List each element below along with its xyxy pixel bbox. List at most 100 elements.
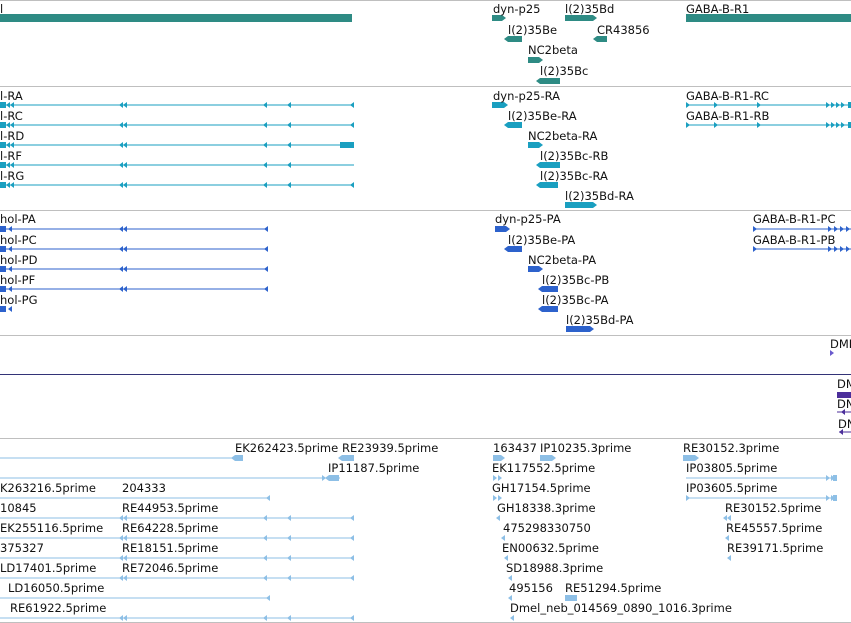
exon-box[interactable] (540, 162, 560, 168)
feature-label[interactable]: l(2)35Bd-RA (565, 189, 634, 203)
feature-label[interactable]: dyn-p25-PA (495, 212, 561, 226)
feature-label[interactable]: DN (838, 417, 851, 431)
strand-arrow[interactable] (593, 202, 597, 208)
feature-label[interactable]: l(2)35Bc (540, 64, 589, 78)
exon-box[interactable] (508, 122, 522, 128)
strand-arrow[interactable] (6, 122, 10, 128)
feature-label[interactable]: IP11187.5prime (328, 461, 420, 475)
strand-arrow[interactable] (757, 122, 761, 128)
exon-box[interactable] (540, 78, 560, 84)
strand-arrow[interactable] (826, 495, 830, 501)
exon-box[interactable] (683, 455, 695, 461)
exon-box[interactable] (0, 162, 6, 168)
strand-arrow[interactable] (498, 495, 502, 501)
feature-label[interactable]: l (0, 2, 4, 16)
exon-box[interactable] (0, 102, 6, 108)
strand-arrow[interactable] (325, 475, 329, 481)
strand-arrow[interactable] (536, 162, 540, 168)
strand-arrow[interactable] (8, 226, 12, 232)
strand-arrow[interactable] (504, 555, 508, 561)
exon-box[interactable] (0, 14, 352, 22)
feature-label[interactable]: 10845 (0, 501, 37, 515)
feature-label[interactable]: l(2)35Be-RA (508, 109, 577, 123)
feature-label[interactable]: EK255116.5prime (0, 521, 104, 535)
strand-arrow[interactable] (123, 246, 127, 252)
strand-arrow[interactable] (538, 306, 542, 312)
strand-arrow[interactable] (119, 286, 123, 292)
strand-arrow[interactable] (496, 515, 500, 521)
exon-box[interactable] (848, 122, 851, 128)
strand-arrow[interactable] (539, 142, 543, 148)
feature-label[interactable]: GABA-B-R1-RC (686, 89, 769, 103)
strand-arrow[interactable] (123, 266, 127, 272)
strand-arrow[interactable] (119, 102, 123, 108)
strand-arrow[interactable] (727, 515, 731, 521)
strand-arrow[interactable] (264, 226, 268, 232)
feature-label[interactable]: NC2beta-RA (528, 129, 598, 143)
exon-box[interactable] (565, 202, 593, 208)
exon-box[interactable] (837, 392, 851, 398)
strand-arrow[interactable] (119, 142, 123, 148)
exon-box[interactable] (235, 455, 243, 461)
strand-arrow[interactable] (287, 615, 291, 621)
strand-arrow[interactable] (123, 615, 127, 621)
exon-box[interactable] (848, 102, 851, 108)
strand-arrow[interactable] (263, 122, 267, 128)
feature-label[interactable]: 475298330750 (503, 521, 591, 535)
feature-label[interactable]: RE44953.5prime (122, 501, 219, 515)
exon-box[interactable] (0, 246, 6, 252)
feature-label[interactable]: dyn-p25-RA (493, 89, 561, 103)
strand-arrow[interactable] (119, 555, 123, 561)
strand-arrow[interactable] (231, 455, 235, 461)
strand-arrow[interactable] (266, 495, 270, 501)
strand-arrow[interactable] (539, 266, 543, 272)
strand-arrow[interactable] (263, 575, 267, 581)
strand-arrow[interactable] (536, 182, 540, 188)
exon-box[interactable] (492, 15, 502, 21)
strand-arrow[interactable] (725, 535, 729, 541)
feature-label[interactable]: LD17401.5prime (0, 561, 97, 575)
feature-label[interactable]: l(2)35Bd (565, 2, 615, 16)
strand-arrow[interactable] (826, 475, 830, 481)
strand-arrow[interactable] (846, 246, 850, 252)
feature-label[interactable]: GABA-B-R1-PC (753, 212, 836, 226)
feature-label[interactable]: RE30152.5prime (725, 501, 822, 515)
strand-arrow[interactable] (506, 226, 510, 232)
strand-arrow[interactable] (123, 102, 127, 108)
feature-label[interactable]: l(2)35Bc-RA (540, 169, 608, 183)
strand-arrow[interactable] (123, 535, 127, 541)
strand-arrow[interactable] (350, 122, 354, 128)
strand-arrow[interactable] (504, 122, 508, 128)
strand-arrow[interactable] (350, 102, 354, 108)
feature-label[interactable]: 375327 (0, 541, 44, 555)
strand-arrow[interactable] (350, 515, 354, 521)
strand-arrow[interactable] (287, 162, 291, 168)
strand-arrow[interactable] (350, 555, 354, 561)
strand-arrow[interactable] (263, 555, 267, 561)
strand-arrow[interactable] (350, 575, 354, 581)
strand-arrow[interactable] (119, 162, 123, 168)
exon-box[interactable] (528, 266, 539, 272)
strand-arrow[interactable] (504, 246, 508, 252)
strand-arrow[interactable] (841, 409, 845, 415)
exon-box[interactable] (0, 266, 6, 272)
strand-arrow[interactable] (123, 515, 127, 521)
feature-label[interactable]: l(2)35Bc-RB (540, 149, 609, 163)
strand-arrow[interactable] (119, 615, 123, 621)
strand-arrow[interactable] (727, 555, 731, 561)
strand-arrow[interactable] (264, 286, 268, 292)
strand-arrow[interactable] (119, 122, 123, 128)
strand-arrow[interactable] (8, 246, 12, 252)
strand-arrow[interactable] (350, 535, 354, 541)
exon-box[interactable] (597, 36, 607, 42)
strand-arrow[interactable] (757, 102, 761, 108)
strand-arrow[interactable] (119, 182, 123, 188)
feature-label[interactable]: LD16050.5prime (8, 581, 105, 595)
strand-arrow[interactable] (6, 182, 10, 188)
feature-label[interactable]: RE72046.5prime (122, 561, 219, 575)
feature-label[interactable]: l-RG (0, 169, 25, 183)
exon-box[interactable] (508, 36, 522, 42)
exon-box[interactable] (528, 57, 539, 63)
strand-arrow[interactable] (686, 495, 690, 501)
feature-label[interactable]: l(2)35Bc-PB (542, 273, 610, 287)
